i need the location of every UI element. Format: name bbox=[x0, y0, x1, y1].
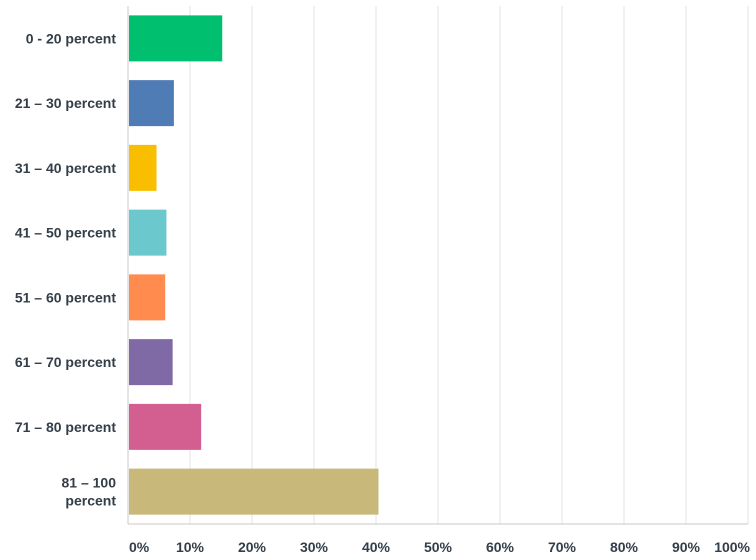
axes bbox=[127, 6, 748, 525]
category-label: 81 – 100 bbox=[62, 475, 117, 491]
x-tick-label: 50% bbox=[424, 539, 453, 555]
grid-lines bbox=[189, 6, 749, 524]
x-tick-labels: 0% 10% 20% 30% 40% 50% 60% 70% 80% 90% 100% bbox=[129, 539, 751, 555]
x-tick-label: 80% bbox=[610, 539, 639, 555]
x-tick-label: 100% bbox=[714, 539, 750, 555]
category-label: 61 – 70 percent bbox=[15, 354, 117, 370]
x-tick-label: 40% bbox=[362, 539, 391, 555]
category-label: 0 - 20 percent bbox=[26, 30, 117, 46]
bar[interactable] bbox=[129, 15, 223, 62]
bar[interactable] bbox=[129, 144, 157, 191]
x-tick-label: 20% bbox=[238, 539, 267, 555]
x-tick-label: 30% bbox=[300, 539, 329, 555]
bar[interactable] bbox=[129, 80, 174, 127]
x-tick-label: 10% bbox=[176, 539, 205, 555]
category-label: percent bbox=[65, 493, 116, 509]
bar[interactable] bbox=[129, 209, 167, 256]
bar[interactable] bbox=[129, 468, 379, 515]
bars bbox=[129, 15, 379, 515]
category-label: 71 – 80 percent bbox=[15, 419, 117, 435]
category-label: 21 – 30 percent bbox=[15, 95, 117, 111]
bar[interactable] bbox=[129, 403, 202, 450]
x-tick-label: 90% bbox=[672, 539, 701, 555]
category-label: 51 – 60 percent bbox=[15, 289, 117, 305]
x-tick-label: 60% bbox=[486, 539, 515, 555]
x-tick-label: 0% bbox=[129, 539, 150, 555]
bar[interactable] bbox=[129, 274, 166, 321]
category-label: 41 – 50 percent bbox=[15, 225, 117, 241]
x-tick-label: 70% bbox=[548, 539, 577, 555]
bar[interactable] bbox=[129, 339, 173, 386]
category-labels: 0 - 20 percent 21 – 30 percent 31 – 40 per… bbox=[15, 30, 117, 508]
category-label: 31 – 40 percent bbox=[15, 160, 117, 176]
